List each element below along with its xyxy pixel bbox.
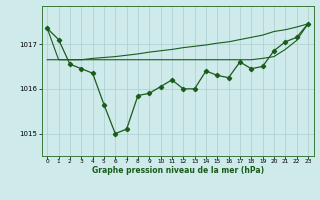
X-axis label: Graphe pression niveau de la mer (hPa): Graphe pression niveau de la mer (hPa)	[92, 166, 264, 175]
